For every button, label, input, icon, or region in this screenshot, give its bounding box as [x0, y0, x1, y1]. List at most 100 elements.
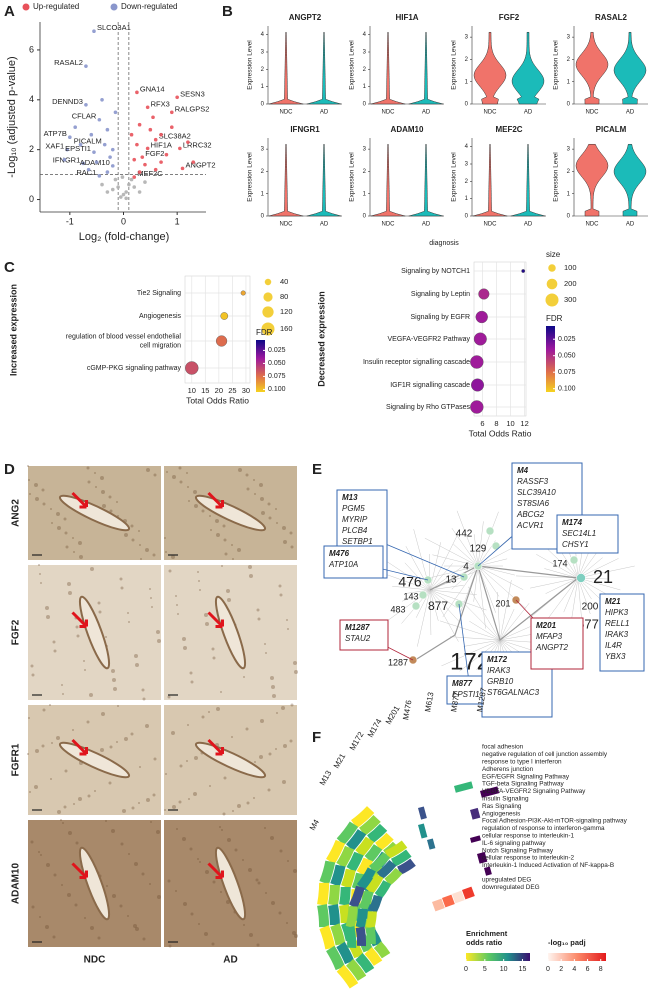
x-tick-label: AD — [422, 222, 431, 228]
cell-speck — [172, 805, 176, 809]
x-axis-label: diagnosis — [429, 240, 459, 247]
cell-speck — [146, 468, 150, 472]
heat-cell — [427, 838, 436, 850]
legend-label: 10 — [500, 966, 508, 973]
category-label: cell migration — [140, 342, 181, 349]
y-axis-label: -Log₁₀ (adjusted p-value) — [6, 56, 18, 177]
y-tick-label: 3 — [363, 50, 367, 56]
arrow — [71, 611, 88, 628]
cell-speck — [127, 612, 129, 614]
violin — [370, 143, 406, 217]
cell-speck — [63, 517, 67, 521]
cell-speck — [232, 810, 234, 812]
node-label: 201 — [495, 598, 510, 608]
cell-speck — [248, 868, 252, 872]
cell-speck — [270, 836, 274, 840]
cell-speck — [100, 748, 104, 752]
edge — [477, 511, 499, 567]
cell-speck — [128, 853, 130, 855]
cell-speck — [87, 794, 91, 798]
x-tick-label: NDC — [382, 222, 396, 228]
arrow — [71, 491, 88, 509]
cell-speck — [97, 936, 101, 940]
y-tick-label: 1 — [465, 196, 469, 202]
cell-speck — [30, 664, 34, 668]
cell-speck — [287, 860, 289, 862]
edge — [450, 636, 501, 641]
category-label: Angiogenesis — [139, 313, 182, 320]
panel-label: E — [312, 461, 322, 478]
heat-cell — [355, 908, 368, 929]
heat-cell — [355, 836, 375, 857]
heat-cell — [384, 840, 408, 860]
point — [110, 147, 115, 152]
node-label: 476 — [398, 574, 422, 590]
legend-label: 120 — [280, 307, 293, 316]
x-tick-label: AD — [422, 110, 431, 116]
node-label: 200 — [582, 602, 599, 613]
cell-speck — [86, 720, 90, 724]
y-tick-label: 1 — [363, 84, 367, 90]
module-label: M476 — [401, 699, 413, 721]
cell-speck — [209, 785, 211, 787]
y-axis-label: Expression Level — [349, 40, 356, 90]
cell-speck — [197, 858, 199, 860]
cell-speck — [179, 764, 183, 768]
module-label: M613 — [423, 691, 435, 713]
cell-speck — [164, 537, 166, 539]
node — [576, 573, 586, 583]
edge — [429, 589, 458, 609]
cell-speck — [226, 900, 230, 904]
cell-speck — [27, 753, 29, 755]
cell-speck — [34, 483, 38, 487]
cell-speck — [45, 925, 49, 929]
arrow — [71, 862, 88, 879]
gene-label: SESN3 — [180, 89, 205, 98]
heat-cell — [319, 860, 336, 885]
x-tick-label: NDC — [280, 222, 294, 228]
cell-speck — [134, 654, 138, 658]
y-tick-label: 0 — [465, 214, 469, 220]
module-gene: RASSF3 — [517, 477, 549, 486]
category-label: Insulin receptor signalling cascade — [363, 359, 470, 366]
cell-speck — [83, 660, 85, 662]
legend-label: 0.100 — [268, 386, 286, 393]
cell-speck — [95, 486, 97, 488]
legend-title: FDR — [256, 328, 273, 337]
cell-speck — [79, 555, 83, 559]
module-label: M172 — [348, 730, 366, 752]
cell-speck — [89, 693, 93, 697]
cell-speck — [101, 712, 105, 716]
heat-cell — [390, 849, 412, 867]
cell-speck — [293, 661, 297, 665]
cell-speck — [193, 490, 197, 494]
cell-speck — [289, 739, 293, 743]
point — [145, 105, 150, 110]
cell-speck — [178, 466, 182, 470]
y-tick-label: 2 — [567, 169, 571, 175]
heat-cell — [442, 894, 455, 908]
legend-title: FDR — [546, 314, 563, 323]
cell-speck — [149, 883, 151, 885]
cell-speck — [65, 545, 69, 549]
cell-speck — [38, 564, 40, 566]
category-label: IGF1R signalling cascade — [390, 382, 470, 389]
heat-cell — [418, 806, 427, 820]
cell-speck — [212, 656, 216, 660]
cell-speck — [62, 822, 64, 824]
legend-label: 0.025 — [558, 336, 576, 343]
y-tick-label: 0 — [363, 102, 367, 108]
vessel — [58, 741, 131, 779]
heat-cell — [336, 941, 355, 965]
colorbar — [466, 953, 530, 961]
edge — [459, 639, 501, 672]
y-axis-label: Decreased expression — [316, 291, 326, 387]
point — [89, 132, 94, 137]
cell-speck — [204, 932, 208, 936]
legend-label: 0.075 — [268, 373, 286, 380]
pathway-label: Angiogenesis — [482, 810, 520, 817]
category-label: Signaling by Rho GTPases — [386, 404, 471, 411]
heat-cell — [355, 953, 375, 974]
cell-speck — [128, 621, 130, 623]
cell-speck — [84, 917, 86, 919]
